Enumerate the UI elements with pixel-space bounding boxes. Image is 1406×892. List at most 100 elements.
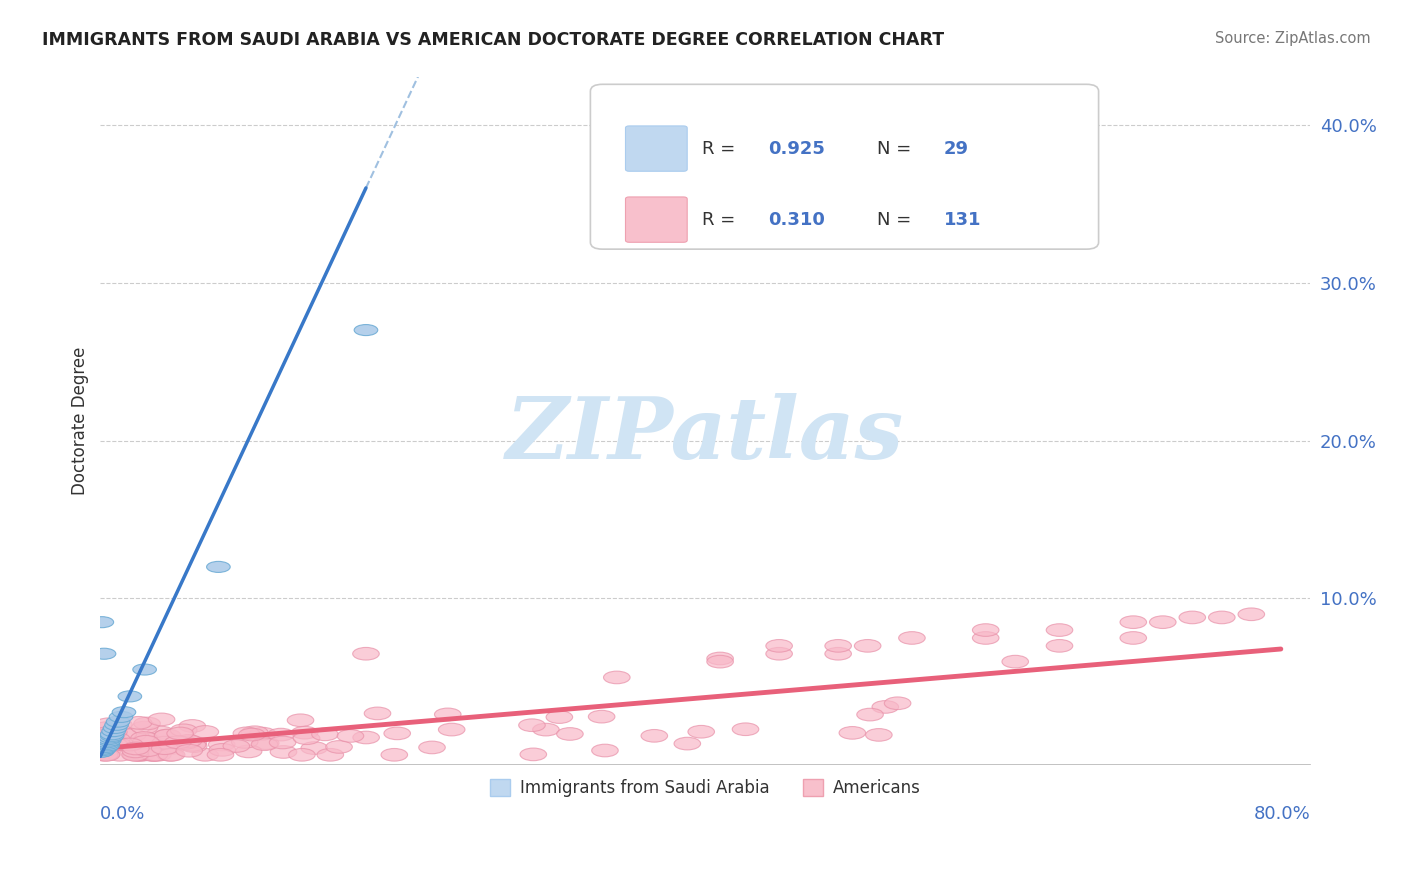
Ellipse shape xyxy=(91,741,115,753)
Ellipse shape xyxy=(1046,624,1073,636)
Ellipse shape xyxy=(156,748,183,761)
Ellipse shape xyxy=(191,748,218,761)
Ellipse shape xyxy=(224,739,250,752)
Ellipse shape xyxy=(270,746,297,758)
Ellipse shape xyxy=(101,725,125,737)
Ellipse shape xyxy=(125,747,152,760)
Ellipse shape xyxy=(141,748,167,761)
Text: 131: 131 xyxy=(943,211,981,228)
Ellipse shape xyxy=(180,739,207,753)
Text: Source: ZipAtlas.com: Source: ZipAtlas.com xyxy=(1215,31,1371,46)
Ellipse shape xyxy=(135,744,162,756)
Ellipse shape xyxy=(287,714,314,727)
Ellipse shape xyxy=(152,736,179,749)
Ellipse shape xyxy=(173,737,200,749)
Ellipse shape xyxy=(733,723,759,736)
Ellipse shape xyxy=(381,748,408,761)
Ellipse shape xyxy=(94,747,121,760)
Ellipse shape xyxy=(153,730,180,742)
Ellipse shape xyxy=(354,325,378,335)
Ellipse shape xyxy=(872,700,898,714)
Ellipse shape xyxy=(134,717,160,730)
Ellipse shape xyxy=(235,745,262,757)
FancyBboxPatch shape xyxy=(626,197,688,243)
Text: IMMIGRANTS FROM SAUDI ARABIA VS AMERICAN DOCTORATE DEGREE CORRELATION CHART: IMMIGRANTS FROM SAUDI ARABIA VS AMERICAN… xyxy=(42,31,945,49)
Text: 29: 29 xyxy=(943,139,969,158)
Ellipse shape xyxy=(94,727,120,739)
Ellipse shape xyxy=(134,732,160,745)
Text: ZIPatlas: ZIPatlas xyxy=(506,392,904,476)
Ellipse shape xyxy=(108,738,135,750)
Ellipse shape xyxy=(94,743,121,756)
Ellipse shape xyxy=(973,624,1000,636)
Ellipse shape xyxy=(233,727,260,739)
Ellipse shape xyxy=(267,728,294,741)
Ellipse shape xyxy=(232,736,257,748)
Ellipse shape xyxy=(242,726,269,739)
Ellipse shape xyxy=(93,748,120,761)
Ellipse shape xyxy=(132,735,159,748)
Ellipse shape xyxy=(179,739,205,751)
Ellipse shape xyxy=(673,738,700,750)
Ellipse shape xyxy=(519,719,546,731)
Ellipse shape xyxy=(353,731,380,744)
Ellipse shape xyxy=(145,748,172,761)
Ellipse shape xyxy=(98,732,122,743)
FancyBboxPatch shape xyxy=(591,85,1098,249)
Ellipse shape xyxy=(688,725,714,738)
Ellipse shape xyxy=(557,728,583,740)
Ellipse shape xyxy=(603,671,630,684)
Ellipse shape xyxy=(707,656,734,668)
Ellipse shape xyxy=(91,745,115,756)
Ellipse shape xyxy=(239,728,266,741)
Ellipse shape xyxy=(170,724,197,737)
Ellipse shape xyxy=(180,736,207,749)
Legend: Immigrants from Saudi Arabia, Americans: Immigrants from Saudi Arabia, Americans xyxy=(484,772,928,804)
Ellipse shape xyxy=(96,718,122,731)
Ellipse shape xyxy=(176,745,202,757)
Ellipse shape xyxy=(91,743,115,754)
Ellipse shape xyxy=(312,728,339,740)
Ellipse shape xyxy=(100,726,127,739)
Ellipse shape xyxy=(707,652,734,665)
Text: 0.310: 0.310 xyxy=(768,211,825,228)
Ellipse shape xyxy=(91,748,118,761)
Ellipse shape xyxy=(117,739,143,751)
Ellipse shape xyxy=(839,727,866,739)
Ellipse shape xyxy=(96,739,120,749)
Ellipse shape xyxy=(326,740,353,753)
Ellipse shape xyxy=(641,730,668,742)
Ellipse shape xyxy=(353,648,380,660)
Ellipse shape xyxy=(337,730,364,742)
Ellipse shape xyxy=(207,561,231,573)
Ellipse shape xyxy=(100,729,124,739)
Ellipse shape xyxy=(100,731,124,741)
Ellipse shape xyxy=(157,742,184,755)
Ellipse shape xyxy=(1121,615,1146,629)
Ellipse shape xyxy=(98,739,124,752)
Ellipse shape xyxy=(884,697,911,709)
Ellipse shape xyxy=(439,723,465,736)
Ellipse shape xyxy=(148,713,174,726)
Ellipse shape xyxy=(866,729,893,741)
Ellipse shape xyxy=(112,706,136,718)
Ellipse shape xyxy=(176,735,202,747)
Ellipse shape xyxy=(301,742,328,755)
Ellipse shape xyxy=(101,738,128,751)
Ellipse shape xyxy=(118,690,142,702)
Ellipse shape xyxy=(208,739,235,751)
Ellipse shape xyxy=(107,748,134,761)
Ellipse shape xyxy=(131,731,157,744)
Ellipse shape xyxy=(825,648,852,660)
Ellipse shape xyxy=(1121,632,1146,644)
Ellipse shape xyxy=(96,737,120,747)
Ellipse shape xyxy=(122,748,149,761)
Ellipse shape xyxy=(93,648,115,659)
Ellipse shape xyxy=(110,728,136,740)
Ellipse shape xyxy=(152,741,179,754)
Ellipse shape xyxy=(898,632,925,644)
Ellipse shape xyxy=(167,727,194,739)
FancyBboxPatch shape xyxy=(626,126,688,171)
Ellipse shape xyxy=(90,746,112,757)
Ellipse shape xyxy=(105,719,128,731)
